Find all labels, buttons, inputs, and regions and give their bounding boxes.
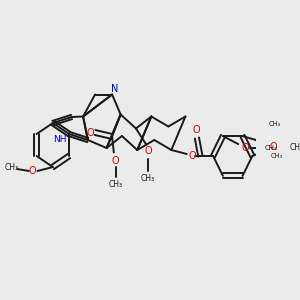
Text: CH₃: CH₃ — [5, 164, 19, 172]
Text: CH₃: CH₃ — [290, 142, 300, 152]
Text: O: O — [241, 143, 249, 153]
Text: O: O — [112, 155, 119, 166]
Text: O: O — [86, 128, 94, 137]
Text: O: O — [28, 166, 36, 176]
Text: CH₃: CH₃ — [108, 180, 123, 189]
Text: O: O — [144, 146, 152, 157]
Text: CH₃: CH₃ — [264, 145, 277, 151]
Text: CH₃: CH₃ — [271, 153, 283, 159]
Text: N: N — [111, 85, 118, 94]
Text: O: O — [192, 125, 200, 135]
Text: CH₃: CH₃ — [141, 174, 155, 183]
Text: NH: NH — [53, 134, 66, 143]
Text: CH₃: CH₃ — [269, 121, 281, 127]
Text: O: O — [188, 151, 196, 161]
Text: O: O — [270, 142, 278, 152]
